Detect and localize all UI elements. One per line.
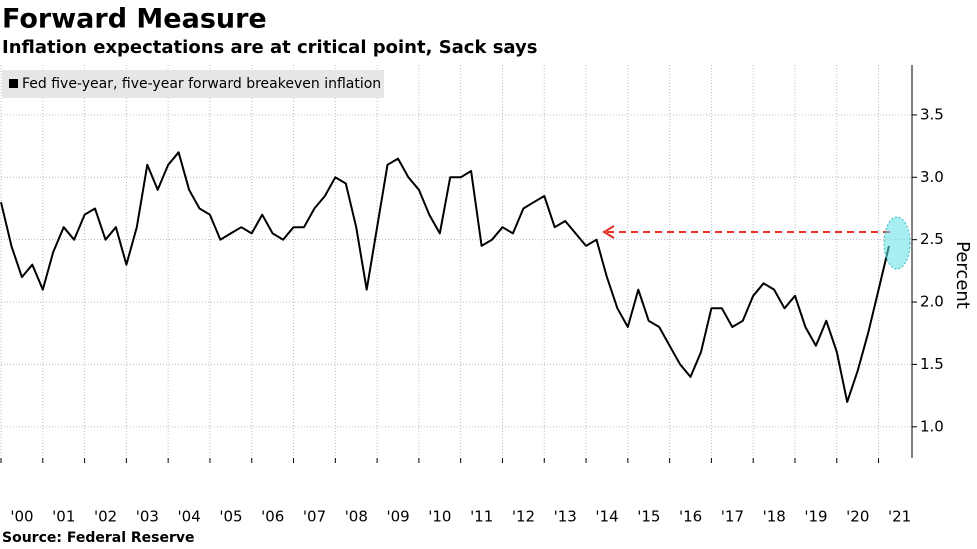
- y-tick-label: 3.0: [920, 168, 944, 186]
- chart-subtitle: Inflation expectations are at critical p…: [2, 37, 537, 58]
- x-tick-label: '09: [386, 508, 409, 526]
- x-tick-label: '04: [178, 508, 201, 526]
- y-tick-label: 3.5: [920, 105, 944, 123]
- x-tick-label: '05: [219, 508, 242, 526]
- x-tick-label: '03: [136, 508, 159, 526]
- x-tick-label: '07: [303, 508, 326, 526]
- legend-background: [2, 70, 384, 98]
- x-tick-label: '12: [512, 508, 535, 526]
- x-tick-label: '11: [470, 508, 493, 526]
- annotation-highlight: [883, 216, 911, 270]
- y-tick-label: 2.5: [920, 230, 944, 248]
- x-tick-label: '18: [763, 508, 786, 526]
- annotation-arrowhead: [602, 225, 615, 239]
- x-tick-label: '13: [554, 508, 577, 526]
- x-tick-label: '17: [721, 508, 744, 526]
- y-tick-label: 1.5: [920, 355, 944, 373]
- x-tick-label: '06: [261, 508, 284, 526]
- x-tick-label: '16: [679, 508, 702, 526]
- x-tick-label: '14: [595, 508, 618, 526]
- x-tick-label: '20: [846, 508, 869, 526]
- x-tick-label: '15: [637, 508, 660, 526]
- source: Source: Federal Reserve: [2, 530, 195, 546]
- legend-label: Fed five-year, five-year forward breakev…: [22, 76, 381, 92]
- data-line: [0, 151, 890, 403]
- legend-swatch: [9, 79, 18, 88]
- legend: Fed five-year, five-year forward breakev…: [2, 70, 384, 98]
- x-tick-label: '10: [428, 508, 451, 526]
- y-tick-label: 2.0: [920, 293, 944, 311]
- chart-title: Forward Measure: [2, 4, 267, 35]
- y-tick-label: 1.0: [920, 417, 944, 435]
- x-tick-label: '21: [888, 508, 911, 526]
- y-axis-label: Percent: [952, 241, 973, 309]
- x-tick-label: '02: [94, 508, 117, 526]
- x-tick-label: '01: [52, 508, 75, 526]
- x-tick-label: '00: [10, 508, 33, 526]
- x-tick-label: '08: [345, 508, 368, 526]
- x-tick-label: '19: [804, 508, 827, 526]
